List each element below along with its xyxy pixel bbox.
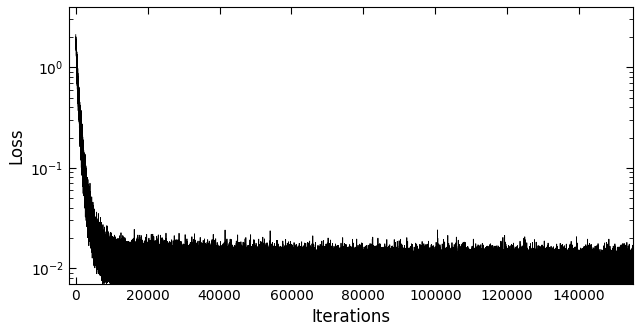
- Y-axis label: Loss: Loss: [7, 127, 25, 164]
- X-axis label: Iterations: Iterations: [311, 308, 390, 326]
